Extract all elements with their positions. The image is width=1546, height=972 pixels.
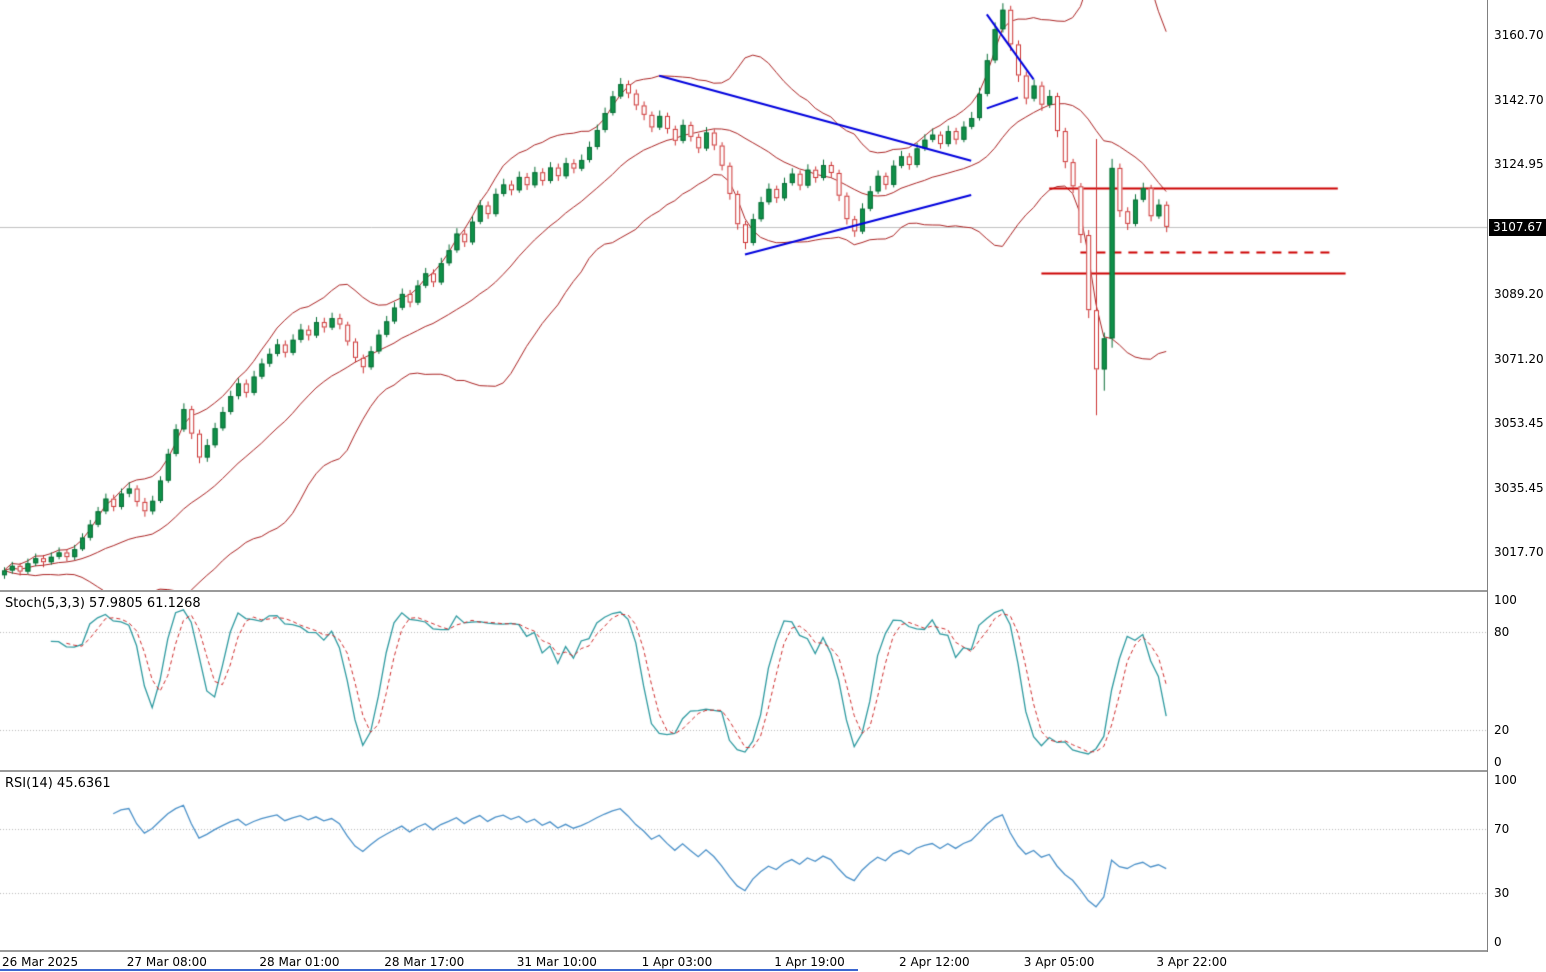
time-axis[interactable]: 26 Mar 2025 27 Mar 08:00 28 Mar 01:00 28 Ma… <box>0 952 1546 972</box>
price-axis-label: 3142.70 <box>1494 93 1544 108</box>
indicator-axis-label: 100 <box>1494 593 1517 607</box>
time-axis-label: 28 Mar 01:00 <box>259 955 340 969</box>
price-axis-label: 3089.20 <box>1494 286 1544 301</box>
price-axis-label: 3035.45 <box>1494 480 1544 495</box>
indicator-axis-label: 80 <box>1494 625 1510 640</box>
price-axis-label: 3071.20 <box>1494 351 1544 366</box>
rsi-indicator-label: RSI(14) 45.6361 <box>5 776 111 791</box>
price-axis-label: 3124.95 <box>1494 157 1544 172</box>
time-axis-label: 27 Mar 08:00 <box>126 955 207 969</box>
indicator-axis-label: 0 <box>1494 755 1502 769</box>
price-axis-label: 3053.45 <box>1494 415 1544 430</box>
time-axis-label: 1 Apr 03:00 <box>641 955 713 969</box>
time-axis-label: 26 Mar 2025 <box>2 955 79 969</box>
indicator-axis-label: 30 <box>1494 886 1510 901</box>
price-axis[interactable]: 3107.67 3160.70 3142.70 3124.95 3089.20 3071… <box>1487 0 1546 952</box>
bottom-blue-indicator <box>0 969 858 971</box>
time-axis-label: 1 Apr 19:00 <box>774 955 845 969</box>
time-axis-label: 2 Apr 12:00 <box>899 955 970 969</box>
panel-separator-rsi-timeaxis <box>0 950 1546 952</box>
stochastic-panel-canvas[interactable] <box>0 592 1487 770</box>
indicator-axis-label: 100 <box>1494 773 1517 787</box>
indicator-axis-label: 0 <box>1494 935 1502 949</box>
time-axis-label: 31 Mar 10:00 <box>516 955 597 969</box>
panel-separator-main-stoch[interactable] <box>0 590 1546 592</box>
indicator-axis-label: 70 <box>1494 821 1510 836</box>
indicator-axis-label: 20 <box>1494 722 1510 737</box>
time-axis-label: 28 Mar 17:00 <box>384 955 465 969</box>
panel-separator-stoch-rsi[interactable] <box>0 770 1546 772</box>
rsi-panel-canvas[interactable] <box>0 772 1487 950</box>
time-axis-label: 3 Apr 22:00 <box>1156 955 1227 969</box>
main-chart-canvas[interactable] <box>0 0 1487 590</box>
price-axis-label: 3017.70 <box>1494 544 1544 559</box>
time-axis-label: 3 Apr 05:00 <box>1023 955 1095 969</box>
price-axis-label: 3160.70 <box>1494 28 1544 43</box>
current-price-tag: 3107.67 <box>1489 218 1546 236</box>
stochastic-indicator-label: Stoch(5,3,3) 57.9805 61.1268 <box>5 596 201 611</box>
